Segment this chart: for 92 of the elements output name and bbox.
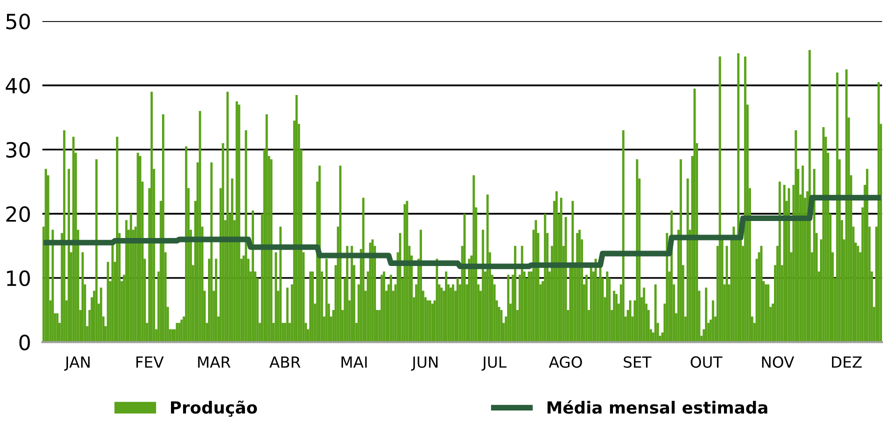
x-tick-label: ABR <box>269 356 300 368</box>
bar <box>606 272 608 342</box>
y-tick-label: 30 <box>6 142 30 158</box>
bar <box>420 230 422 342</box>
bar <box>572 200 574 342</box>
bar <box>162 114 164 342</box>
x-tick-label: AGO <box>548 356 582 368</box>
bar <box>794 130 797 342</box>
bar <box>339 166 342 342</box>
bar <box>266 114 268 342</box>
legend-label: Produção <box>170 400 257 417</box>
x-tick-label: JUN <box>411 356 438 371</box>
bar <box>68 168 70 342</box>
bar <box>380 274 383 342</box>
bar <box>507 274 510 342</box>
bar <box>629 300 632 342</box>
bar <box>346 246 348 342</box>
bar <box>450 288 452 342</box>
x-tick-label: MAR <box>198 356 230 368</box>
bar <box>866 168 868 342</box>
bar <box>744 56 746 342</box>
y-tick-label: 40 <box>6 78 30 94</box>
bar <box>472 175 475 342</box>
bar <box>686 178 689 342</box>
bar <box>63 130 66 342</box>
bar <box>136 152 140 342</box>
bar <box>778 182 781 342</box>
bar <box>139 156 142 342</box>
y-tick-label: 50 <box>6 14 30 30</box>
bar <box>767 284 770 342</box>
bar <box>398 233 402 342</box>
bar <box>808 50 811 342</box>
bar <box>732 226 735 342</box>
bar <box>295 94 298 342</box>
bar <box>444 272 448 342</box>
x-tick-label: DEZ <box>832 356 862 368</box>
bar <box>362 198 364 342</box>
x-tick-label: JAN <box>64 356 90 371</box>
bar <box>704 288 708 342</box>
bar <box>56 313 58 342</box>
bar <box>534 220 538 342</box>
bar <box>693 88 696 342</box>
bar <box>44 168 47 342</box>
bar <box>185 146 188 342</box>
bar <box>836 72 838 342</box>
bar <box>81 252 84 342</box>
legend-label: Média mensal estimada <box>548 400 768 414</box>
bar <box>116 136 118 342</box>
bar <box>231 178 234 342</box>
bar <box>783 184 786 342</box>
bar <box>680 159 682 342</box>
bar <box>369 242 372 342</box>
x-tick-label: MAI <box>342 356 367 368</box>
bar <box>350 246 353 342</box>
y-tick-label: 20 <box>6 206 30 222</box>
bar <box>52 230 54 342</box>
bar <box>312 272 314 342</box>
bar <box>178 322 180 342</box>
bar <box>274 252 278 342</box>
bar <box>813 168 816 342</box>
x-tick-label: NOV <box>762 356 794 368</box>
y-tick-label: 10 <box>7 270 30 286</box>
bar <box>171 329 174 342</box>
bar <box>318 166 321 342</box>
x-tick-label: SET <box>624 356 652 368</box>
bar <box>737 53 740 342</box>
x-tick-label: FEV <box>136 356 164 368</box>
bar <box>500 310 503 342</box>
bar <box>468 258 470 342</box>
bar <box>560 198 562 342</box>
bar <box>125 220 128 342</box>
bar <box>514 246 516 342</box>
x-tick-label: OUT <box>690 356 722 368</box>
bar <box>252 210 254 342</box>
bar <box>426 300 429 342</box>
bar <box>236 101 238 342</box>
bar <box>564 216 567 342</box>
bar <box>576 233 578 342</box>
bar <box>760 246 762 342</box>
bar <box>802 166 804 342</box>
bar <box>594 258 597 342</box>
x-tick-label: JUL <box>482 356 506 371</box>
bar <box>456 278 459 342</box>
bar <box>150 92 153 342</box>
bar <box>270 159 272 342</box>
bar <box>726 246 728 342</box>
bar <box>878 82 880 342</box>
bar <box>622 130 624 342</box>
bar <box>431 304 434 342</box>
y-tick-label: 0 <box>19 334 30 350</box>
bar <box>615 294 618 342</box>
bar <box>404 204 406 342</box>
